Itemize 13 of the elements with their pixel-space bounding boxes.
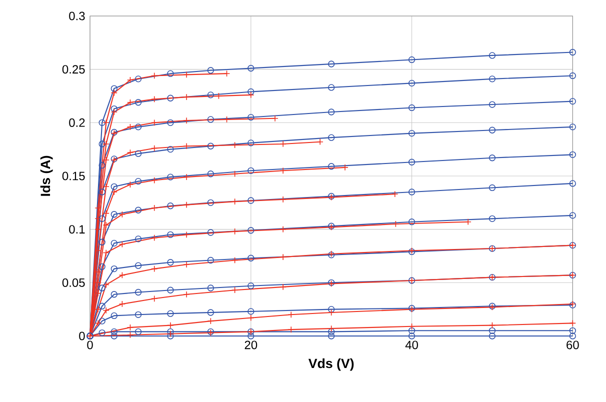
x-tick-label: 40	[405, 340, 418, 350]
y-tick-label: 0.2	[69, 118, 85, 127]
x-tick-label: 20	[244, 340, 258, 350]
y-tick-label: 0.3	[69, 12, 85, 20]
x-tick-label: 60	[566, 340, 579, 350]
y-tick-label: 0.05	[62, 278, 85, 287]
x-axis-title: Vds (V)	[308, 358, 354, 371]
y-tick-label: 0	[79, 332, 85, 340]
y-tick-label: 0.15	[62, 172, 85, 180]
y-tick-label: 0.25	[62, 65, 85, 74]
y-tick-label: 0.1	[69, 225, 85, 234]
y-axis-title: Ids (A)	[40, 156, 53, 196]
x-tick-label: 0	[87, 340, 93, 350]
